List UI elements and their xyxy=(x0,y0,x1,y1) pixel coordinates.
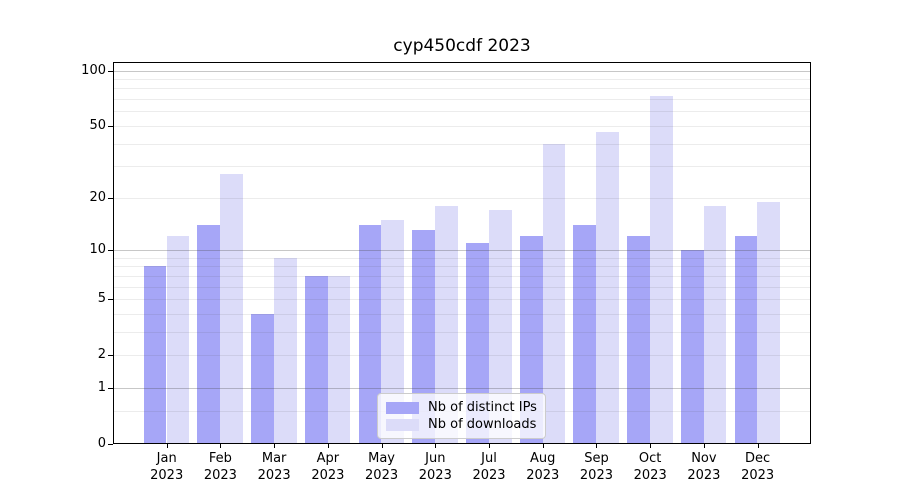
top-spine xyxy=(113,62,811,63)
gridline-y-30 xyxy=(113,166,811,168)
gridline-y-4 xyxy=(113,313,811,315)
x-tick-mar xyxy=(274,444,276,448)
bar-downloads-sep xyxy=(596,132,620,444)
x-tick-sep xyxy=(596,444,598,448)
bar-downloads-dec xyxy=(757,201,781,444)
gridline-y-70 xyxy=(113,99,811,101)
gridline-y-major-100 xyxy=(113,70,811,72)
y-tick-20 xyxy=(108,197,113,199)
y-tick-label-0: 0 xyxy=(97,436,106,451)
bar-distinct-ips-jun xyxy=(412,230,436,444)
x-tick-label-aug: Aug 2023 xyxy=(526,451,560,483)
legend-swatch-downloads xyxy=(386,418,419,431)
gridline-y-8 xyxy=(113,266,811,268)
gridline-y-20 xyxy=(113,197,811,199)
y-tick-100 xyxy=(108,70,113,72)
bar-downloads-oct xyxy=(649,95,673,444)
y-tick-label-2: 2 xyxy=(97,347,106,363)
right-spine xyxy=(810,62,811,444)
bar-distinct-ips-dec xyxy=(734,236,758,444)
gridline-y-major-1 xyxy=(113,387,811,389)
bar-distinct-ips-jan xyxy=(143,266,167,444)
gridline-y-40 xyxy=(113,143,811,145)
x-tick-jun xyxy=(435,444,437,448)
y-tick-label-1: 1 xyxy=(97,379,106,395)
legend-item-downloads: Nb of downloads xyxy=(386,416,537,433)
x-tick-label-apr: Apr 2023 xyxy=(311,451,345,483)
chart-title: cyp450cdf 2023 xyxy=(393,36,531,56)
x-tick-label-feb: Feb 2023 xyxy=(203,451,237,483)
x-tick-label-jun: Jun 2023 xyxy=(418,451,452,483)
y-tick-label-5: 5 xyxy=(97,291,106,307)
bar-downloads-aug xyxy=(542,143,566,444)
x-tick-label-jan: Jan 2023 xyxy=(150,451,184,483)
x-tick-dec xyxy=(757,444,759,448)
gridline-y-7 xyxy=(113,275,811,277)
y-tick-label-100: 100 xyxy=(81,62,106,78)
bar-distinct-ips-apr xyxy=(304,275,328,444)
bar-distinct-ips-nov xyxy=(680,249,704,444)
bar-distinct-ips-aug xyxy=(519,236,543,444)
x-tick-label-may: May 2023 xyxy=(365,451,399,483)
gridline-y-60 xyxy=(113,111,811,113)
gridline-y-80 xyxy=(113,88,811,90)
bar-downloads-feb xyxy=(220,174,244,444)
x-tick-jan xyxy=(166,444,168,448)
x-tick-label-sep: Sep 2023 xyxy=(579,451,613,483)
bar-downloads-jan xyxy=(166,236,190,444)
bar-downloads-jun xyxy=(435,205,458,444)
x-tick-may xyxy=(381,444,383,448)
y-tick-label-20: 20 xyxy=(89,189,106,205)
bar-distinct-ips-may xyxy=(358,224,382,444)
bar-downloads-may xyxy=(381,219,405,444)
y-tick-10 xyxy=(108,249,113,251)
legend-box: Nb of distinct IPs Nb of downloads xyxy=(377,393,546,439)
x-tick-oct xyxy=(650,444,652,448)
gridline-y-2 xyxy=(113,355,811,357)
y-tick-5 xyxy=(108,299,113,301)
gridline-y-9 xyxy=(113,257,811,259)
bar-distinct-ips-oct xyxy=(627,236,650,444)
gridline-y-3 xyxy=(113,331,811,333)
y-tick-50 xyxy=(108,125,113,127)
bar-distinct-ips-mar xyxy=(251,313,274,444)
plot-area xyxy=(113,62,811,444)
gridline-y-5 xyxy=(113,299,811,301)
x-tick-apr xyxy=(327,444,329,448)
x-tick-label-mar: Mar 2023 xyxy=(257,451,291,483)
x-tick-jul xyxy=(489,444,491,448)
x-tick-aug xyxy=(542,444,544,448)
x-tick-label-jul: Jul 2023 xyxy=(472,451,506,483)
y-tick-2 xyxy=(108,355,113,357)
bar-downloads-apr xyxy=(327,275,351,444)
x-tick-label-oct: Oct 2023 xyxy=(633,451,667,483)
bar-distinct-ips-sep xyxy=(573,224,597,444)
legend-swatch-distinct-ips xyxy=(386,401,419,414)
legend-item-distinct-ips: Nb of distinct IPs xyxy=(386,399,537,416)
y-tick-1 xyxy=(108,387,113,389)
bar-downloads-jul xyxy=(488,210,512,444)
x-tick-nov xyxy=(703,444,705,448)
x-tick-feb xyxy=(220,444,222,448)
bar-downloads-nov xyxy=(703,205,727,444)
bar-distinct-ips-feb xyxy=(197,224,221,444)
x-tick-label-dec: Dec 2023 xyxy=(741,451,775,483)
left-spine xyxy=(113,62,114,444)
y-tick-0 xyxy=(108,444,113,445)
y-tick-label-50: 50 xyxy=(89,117,106,133)
gridline-y-50 xyxy=(113,125,811,127)
gridline-y-major-10 xyxy=(113,249,811,251)
y-tick-label-10: 10 xyxy=(89,241,106,257)
legend-label-distinct-ips: Nb of distinct IPs xyxy=(428,400,537,415)
x-tick-label-nov: Nov 2023 xyxy=(687,451,721,483)
gridline-y-6 xyxy=(113,286,811,288)
bar-downloads-mar xyxy=(273,257,297,444)
gridline-y-90 xyxy=(113,79,811,81)
legend-label-downloads: Nb of downloads xyxy=(428,417,537,432)
bottom-spine xyxy=(113,443,811,444)
